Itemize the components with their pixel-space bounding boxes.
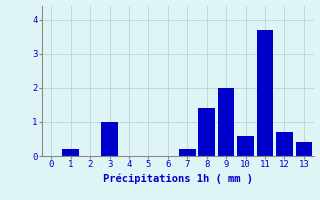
- Bar: [198, 108, 215, 156]
- Bar: [101, 122, 118, 156]
- Bar: [218, 88, 235, 156]
- Bar: [296, 142, 312, 156]
- Bar: [179, 149, 196, 156]
- X-axis label: Précipitations 1h ( mm ): Précipitations 1h ( mm ): [103, 173, 252, 184]
- Bar: [257, 30, 273, 156]
- Bar: [276, 132, 293, 156]
- Bar: [62, 149, 79, 156]
- Bar: [237, 136, 254, 156]
